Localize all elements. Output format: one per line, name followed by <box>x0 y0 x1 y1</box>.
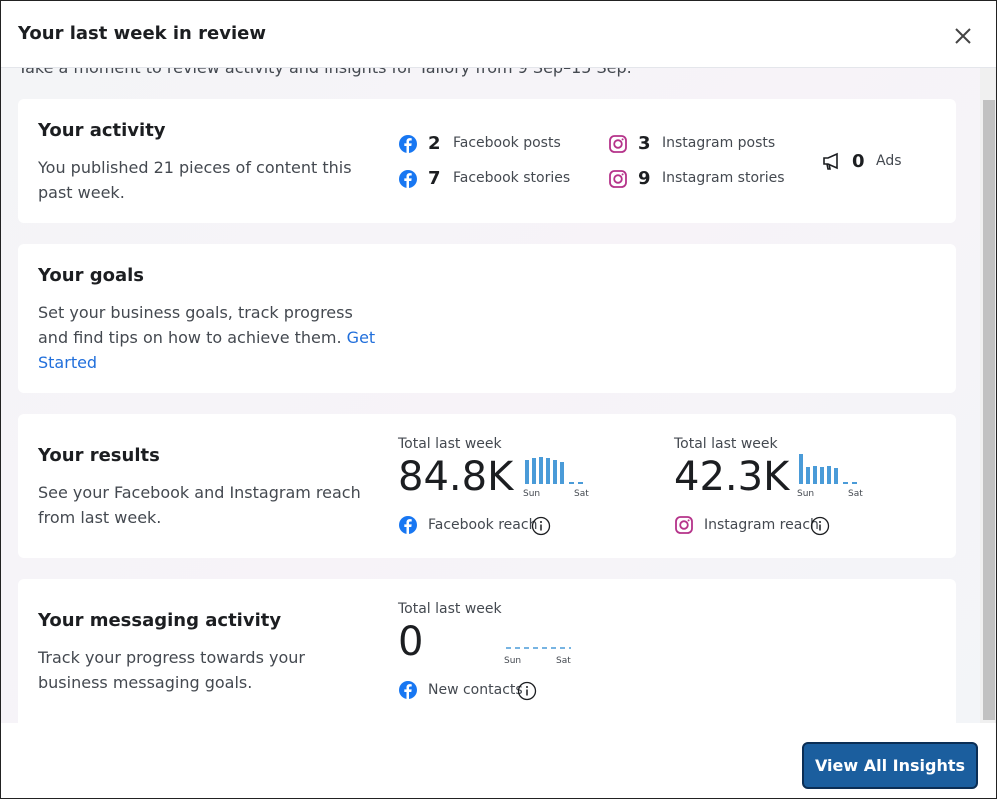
metric-label: Instagram reach <box>704 517 819 533</box>
messaging-card: Your messaging activity Track your progr… <box>18 579 956 723</box>
metric-value: 84.8K <box>398 454 514 500</box>
axis-end: Sat <box>574 489 589 499</box>
card-description: See your Facebook and Instagram reach fr… <box>38 483 361 527</box>
stat-count: 9 <box>638 168 651 189</box>
stat-count: 7 <box>428 168 441 189</box>
metric-value: 0 <box>398 619 424 665</box>
stat-count: 2 <box>428 133 441 154</box>
sparkline <box>525 457 583 484</box>
axis-start: Sun <box>504 656 522 666</box>
scrollbar[interactable] <box>980 68 996 723</box>
card-title: Your messaging activity <box>38 610 282 631</box>
facebook-icon <box>399 135 417 153</box>
facebook-icon <box>399 516 417 534</box>
card-description: Set your business goals, track progress … <box>38 300 378 375</box>
caption: Total last week <box>674 436 778 452</box>
card-title: Your results <box>38 445 160 466</box>
sparkline <box>506 647 571 649</box>
sparkline <box>799 454 857 484</box>
intro: Take a moment to review activity and ins… <box>18 68 632 77</box>
caption: Total last week <box>398 601 502 617</box>
divider <box>1 67 996 68</box>
ads-icon <box>823 152 838 170</box>
instagram-icon <box>609 170 627 188</box>
goals-card: Your goals Set your business goals, trac… <box>18 244 956 393</box>
activity-card: Your activity You published 21 pieces of… <box>18 99 956 223</box>
scroll-thumb[interactable] <box>983 100 995 720</box>
axis-start: Sun <box>797 489 815 499</box>
close-button[interactable] <box>953 26 973 46</box>
facebook-icon <box>399 681 417 699</box>
results-card: Your results See your Facebook and Insta… <box>18 414 956 558</box>
dialog-title: Your last week in review <box>18 23 266 44</box>
axis-start: Sun <box>523 489 541 499</box>
axis-end: Sat <box>556 656 571 666</box>
metric-label: Facebook reach <box>428 517 538 533</box>
stat-count: 0 <box>852 151 865 172</box>
instagram-icon <box>675 516 693 534</box>
get-started-link[interactable]: Get Started <box>38 328 376 372</box>
instagram-icon <box>609 135 627 153</box>
info-icon[interactable] <box>531 516 551 536</box>
scroll-area: Take a moment to review activity and ins… <box>1 68 980 723</box>
stat-label: Ads <box>876 153 902 169</box>
stat-label: Facebook stories <box>453 170 571 186</box>
stat-label: Instagram posts <box>662 135 776 151</box>
info-icon[interactable] <box>517 681 537 701</box>
stat-label: Instagram stories <box>662 170 785 186</box>
stat-label: Facebook posts <box>453 135 561 151</box>
facebook-icon <box>399 170 417 188</box>
view-insights-button[interactable]: View All Insights <box>802 742 978 789</box>
card-title: Your goals <box>38 265 144 286</box>
caption: Total last week <box>398 436 502 452</box>
metric-label: New contacts <box>428 682 523 698</box>
stat-count: 3 <box>638 133 651 154</box>
axis-end: Sat <box>848 489 863 499</box>
card-title: Your activity <box>38 120 166 141</box>
info-icon[interactable] <box>810 516 830 536</box>
description-text: Set your business goals, track progress … <box>38 303 353 347</box>
card-description: Track your progress towards your busines… <box>38 648 305 692</box>
card-description: You published 21 pieces of content this … <box>38 158 352 202</box>
metric-value: 42.3K <box>674 454 790 500</box>
